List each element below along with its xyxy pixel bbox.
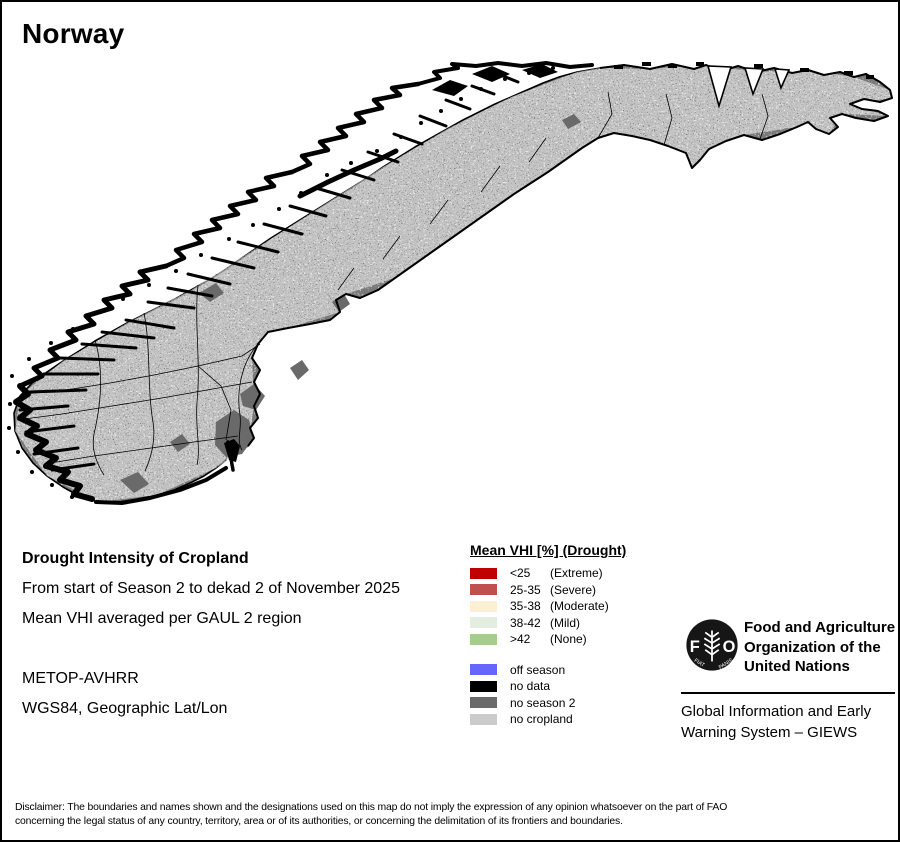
info-heading: Drought Intensity of Cropland <box>22 550 249 567</box>
legend-label: (None) <box>550 632 587 647</box>
island-dots <box>7 62 874 499</box>
legend-row-no-data: no data <box>470 678 680 695</box>
svg-text:F: F <box>690 638 700 656</box>
legend-category-group: off season no data no season 2 no cropla… <box>470 662 680 728</box>
legend-label: no data <box>510 679 551 694</box>
legend-label: (Moderate) <box>550 599 609 614</box>
legend-row-severe: 25-35 (Severe) <box>470 582 680 599</box>
disclaimer: Disclaimer: The boundaries and names sho… <box>15 801 727 829</box>
legend-range: 25-35 <box>510 582 541 597</box>
swatch-no-cropland <box>470 713 497 725</box>
disclaimer-line-2: concerning the legal status of any count… <box>15 815 623 827</box>
fao-logo-icon: F O FIAT PANIS <box>686 619 738 671</box>
swatch-mild <box>470 617 497 629</box>
svg-text:FIAT: FIAT <box>693 658 706 669</box>
legend-row-off-season: off season <box>470 662 680 679</box>
legend-row-mild: 38-42 (Mild) <box>470 615 680 632</box>
legend-range: <25 <box>510 566 531 581</box>
info-period: From start of Season 2 to dekad 2 of Nov… <box>22 580 400 597</box>
legend: Mean VHI [%] (Drought) <25 (Extreme) 25-3… <box>470 542 680 728</box>
legend-range: 38-42 <box>510 615 541 630</box>
legend-label: (Extreme) <box>550 566 603 581</box>
info-projection: WGS84, Geographic Lat/Lon <box>22 700 228 717</box>
raster-texture <box>14 64 892 502</box>
legend-row-no-cropland: no cropland <box>470 711 680 728</box>
legend-label: no cropland <box>510 712 573 727</box>
fao-name: Food and Agriculture Organization of the… <box>744 619 896 675</box>
country-border <box>247 63 893 447</box>
info-aggregation: Mean VHI averaged per GAUL 2 region <box>22 610 302 627</box>
svg-text:O: O <box>723 638 736 656</box>
legend-label: no season 2 <box>510 695 576 710</box>
swatch-no-data <box>470 680 497 692</box>
legend-range: 35-38 <box>510 599 541 614</box>
legend-label: (Severe) <box>550 582 597 597</box>
legend-label: (Mild) <box>550 615 580 630</box>
swatch-no-season2 <box>470 697 497 709</box>
giews-name: Global Information and Early Warning Sys… <box>681 703 872 741</box>
swatch-severe <box>470 584 497 596</box>
coastline-fringe <box>13 61 594 505</box>
swatch-off-season <box>470 664 497 676</box>
fjord-notches <box>706 65 791 109</box>
disclaimer-line-1: Disclaimer: The boundaries and names sho… <box>15 802 728 813</box>
legend-row-extreme: <25 (Extreme) <box>470 565 680 582</box>
legend-range: >42 <box>510 632 531 647</box>
legend-row-moderate: 35-38 (Moderate) <box>470 598 680 615</box>
region-boundaries <box>16 91 769 476</box>
branding-divider <box>681 692 895 694</box>
legend-title: Mean VHI [%] (Drought) <box>470 542 627 558</box>
legend-row-none: >42 (None) <box>470 631 680 648</box>
swatch-extreme <box>470 567 497 579</box>
page-title: Norway <box>22 18 125 49</box>
swatch-moderate <box>470 600 497 612</box>
legend-label: off season <box>510 662 566 677</box>
swatch-none <box>470 633 497 645</box>
legend-row-no-season2: no season 2 <box>470 695 680 712</box>
info-sensor: METOP-AVHRR <box>22 670 139 687</box>
